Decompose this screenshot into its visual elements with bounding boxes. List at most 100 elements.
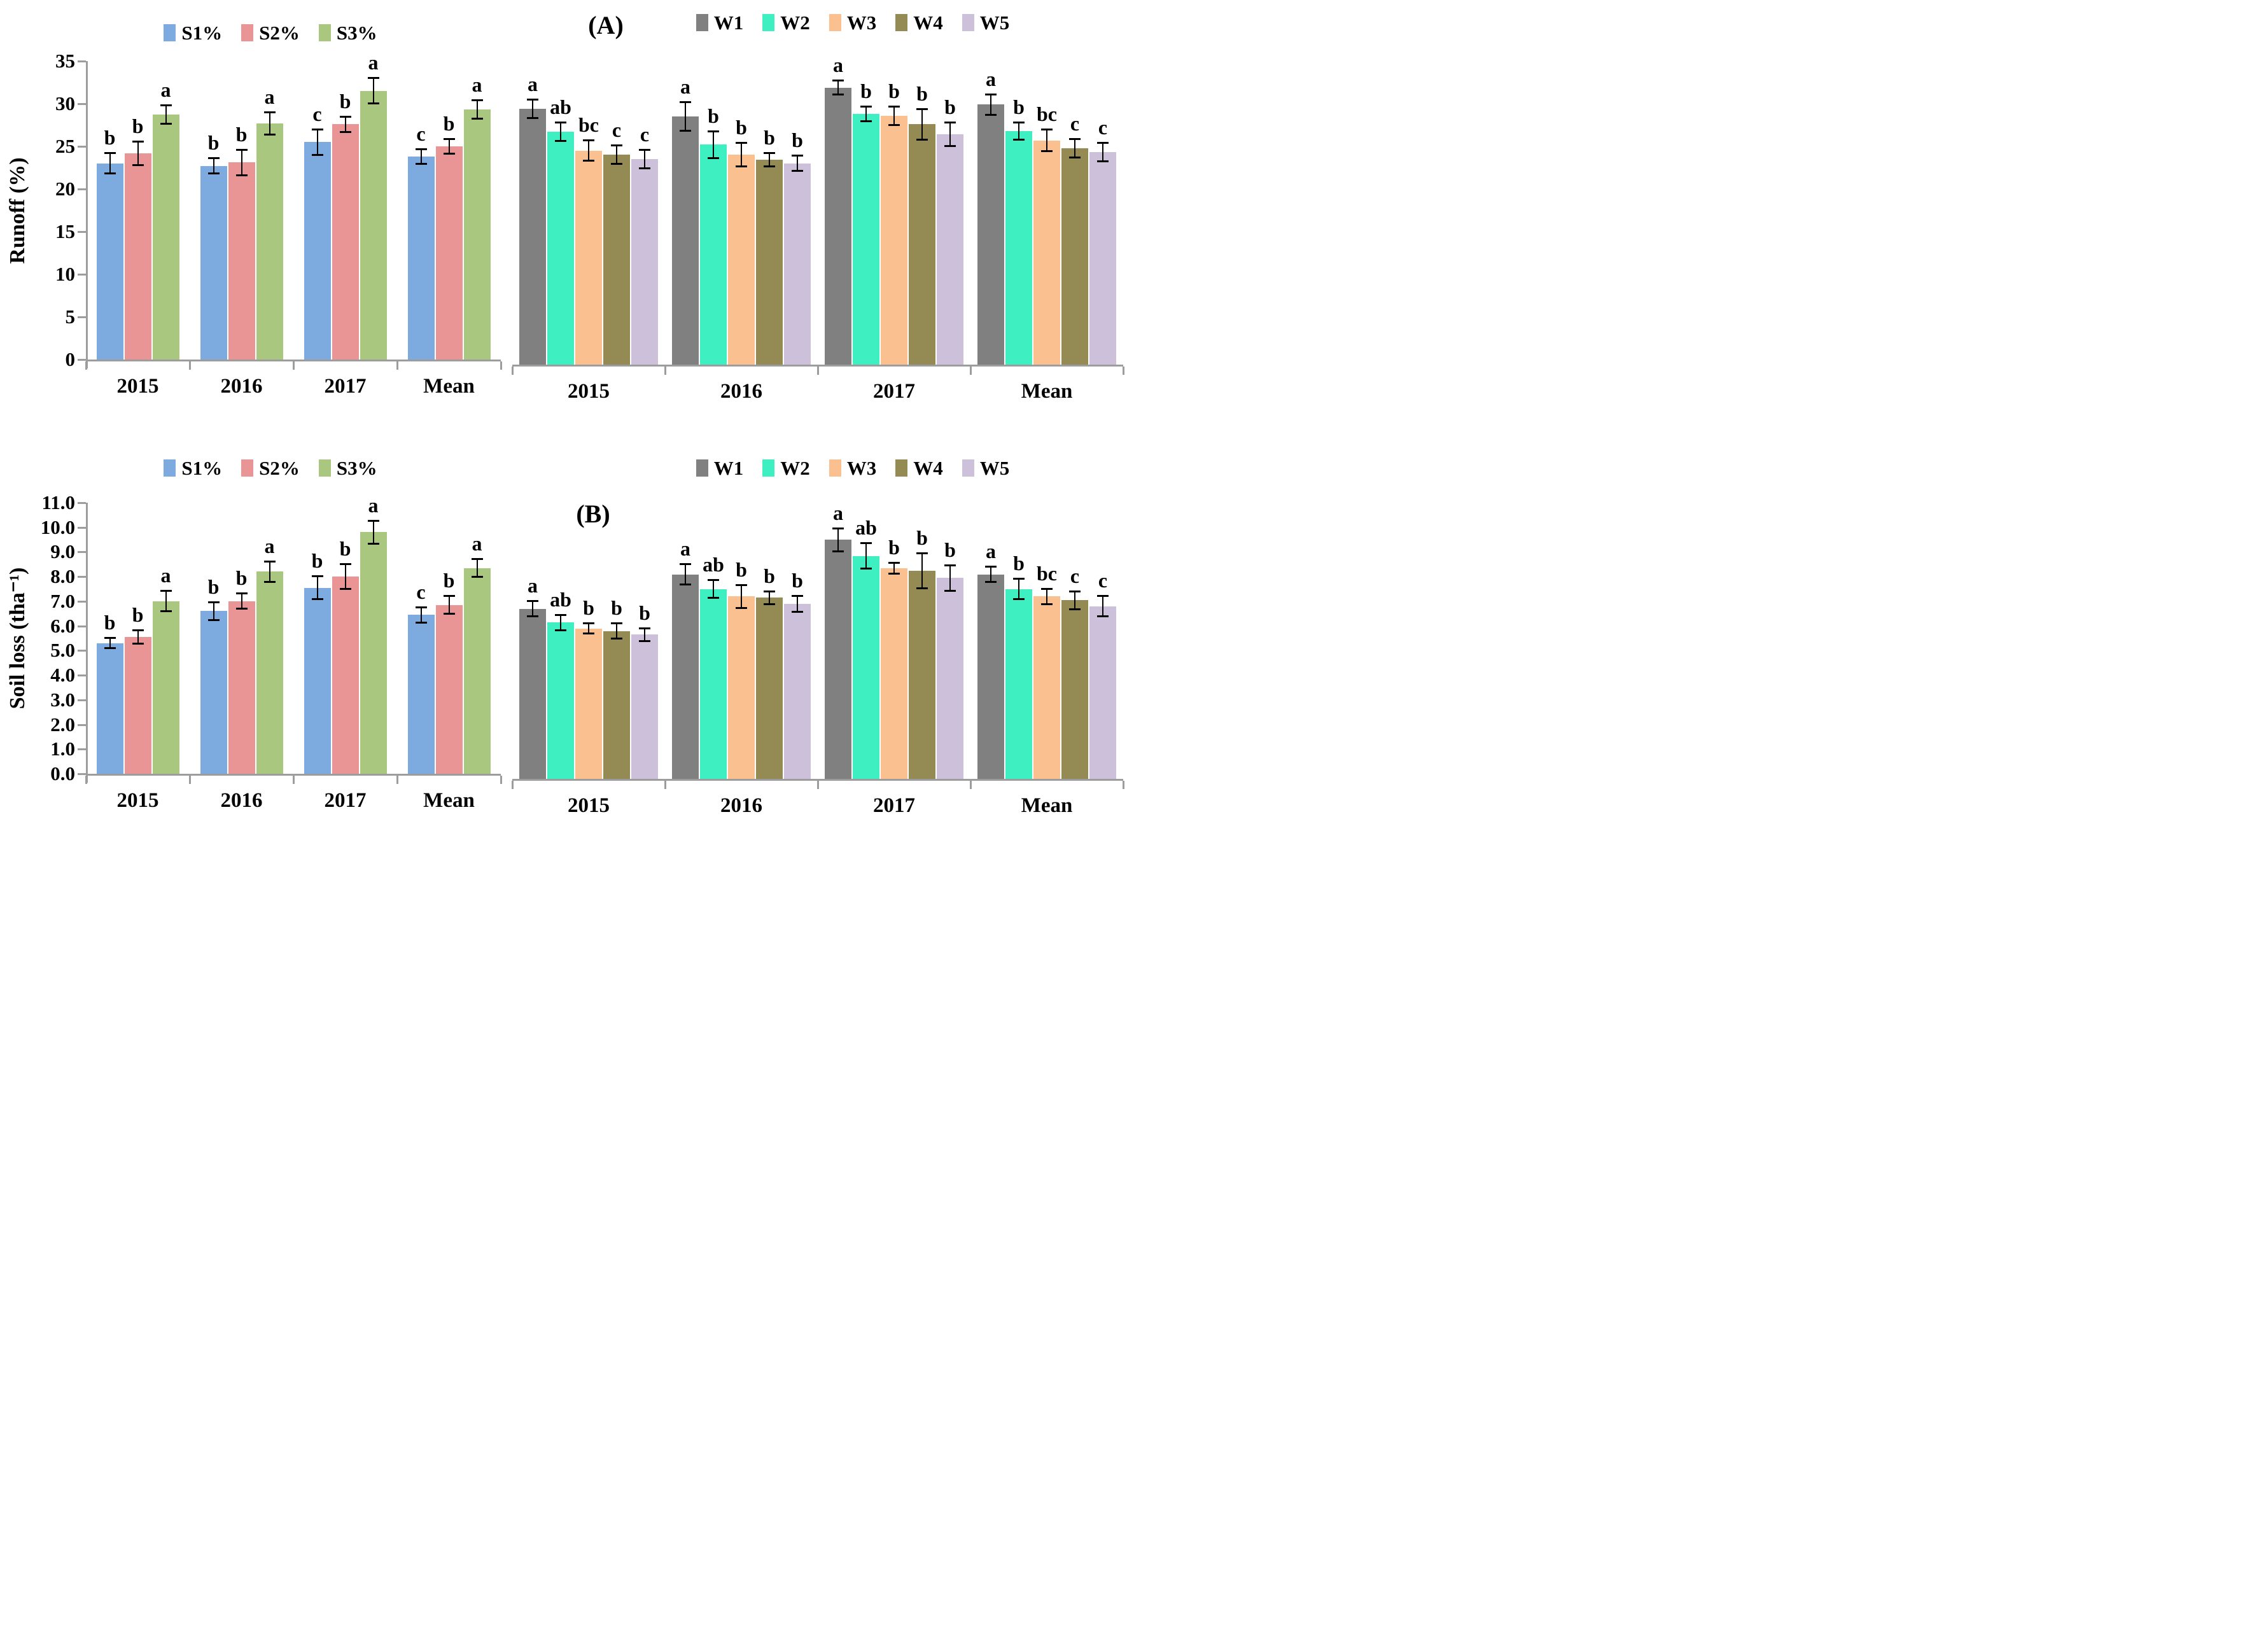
panel-a-left-legend: S1% S2% S3% bbox=[76, 23, 465, 43]
error-bar bbox=[1069, 137, 1081, 158]
bar-s1pct-mean bbox=[407, 157, 435, 360]
error-bar-cap-top bbox=[583, 622, 594, 625]
error-bar-cap-top bbox=[1013, 122, 1025, 124]
legend-item: W4 bbox=[895, 458, 943, 478]
bar-s3pct-mean bbox=[463, 109, 491, 360]
bar-w4-2015 bbox=[603, 155, 630, 365]
error-bar-cap-top bbox=[235, 149, 248, 151]
error-bar-line bbox=[921, 108, 923, 141]
error-bar bbox=[916, 108, 928, 141]
error-bar-cap-bottom bbox=[471, 576, 483, 578]
x-axis-tick-mark bbox=[512, 781, 514, 789]
error-bar bbox=[132, 140, 144, 166]
x-axis-line bbox=[512, 779, 1123, 781]
legend-item: W1 bbox=[696, 11, 744, 34]
sig-letter: b bbox=[1013, 95, 1025, 119]
error-bar bbox=[944, 564, 956, 592]
error-bar-cap-top bbox=[764, 590, 775, 592]
error-bar-line bbox=[769, 152, 770, 168]
error-bar-cap-bottom bbox=[1013, 598, 1025, 601]
error-bar-cap-bottom bbox=[736, 606, 747, 609]
error-bar bbox=[1013, 578, 1025, 601]
bar-s2pct-2016 bbox=[228, 162, 255, 360]
error-bar-line bbox=[213, 601, 214, 621]
error-bar-line bbox=[741, 584, 742, 609]
legend-label: W1 bbox=[713, 11, 744, 34]
error-bar bbox=[132, 629, 144, 645]
bar-s2pct-2017 bbox=[332, 124, 359, 360]
legend-item: W2 bbox=[762, 13, 810, 32]
legend-item: W3 bbox=[829, 13, 876, 32]
bar-w1-2015 bbox=[519, 109, 546, 365]
panel-b: (B) Soil loss (tha⁻¹) S1% S2% S3% W1 W2 W3 W4… bbox=[0, 409, 1134, 821]
sig-letter: b bbox=[311, 549, 323, 573]
error-bar-cap-bottom bbox=[944, 589, 956, 592]
sig-letter: c bbox=[640, 122, 650, 146]
error-bar-line bbox=[644, 627, 645, 643]
y-axis-tick-label: 3.0 bbox=[50, 688, 75, 711]
bar-w2-2016 bbox=[700, 589, 727, 779]
error-bar-line bbox=[990, 93, 991, 116]
sig-letter: bc bbox=[578, 113, 599, 137]
error-bar-line bbox=[448, 595, 450, 615]
error-bar-line bbox=[588, 622, 589, 635]
error-bar-cap-top bbox=[311, 575, 323, 578]
bar-w2-2016 bbox=[700, 144, 727, 365]
error-bar bbox=[367, 77, 379, 105]
error-bar-cap-top bbox=[916, 108, 928, 110]
sig-letter: a bbox=[986, 67, 996, 90]
x-axis-tick-mark bbox=[1123, 367, 1124, 375]
error-bar bbox=[1097, 595, 1109, 618]
error-bar-line bbox=[1018, 578, 1019, 601]
legend-swatch-s3pct bbox=[318, 24, 331, 41]
y-axis-tick-mark bbox=[78, 316, 86, 318]
y-axis-tick-mark bbox=[78, 188, 86, 190]
error-bar-cap-bottom bbox=[611, 163, 622, 165]
y-axis-tick-mark bbox=[78, 576, 86, 578]
error-bar-cap-top bbox=[160, 590, 172, 592]
error-bar bbox=[527, 600, 538, 618]
error-bar-line bbox=[372, 77, 374, 105]
legend-swatch-w3 bbox=[829, 459, 841, 477]
bar-s3pct-2015 bbox=[152, 115, 179, 360]
legend-label: W3 bbox=[846, 457, 877, 479]
error-bar-cap-bottom bbox=[985, 581, 997, 584]
sig-letter: a bbox=[368, 51, 379, 74]
error-bar-cap-top bbox=[443, 137, 455, 140]
legend-swatch-s2pct bbox=[241, 459, 254, 477]
error-bar bbox=[339, 115, 351, 133]
y-axis-tick-mark bbox=[78, 502, 86, 504]
error-bar-cap-top bbox=[132, 140, 144, 143]
legend-item: W4 bbox=[895, 13, 943, 32]
legend-swatch-w1 bbox=[696, 14, 708, 31]
error-bar bbox=[104, 152, 116, 175]
error-bar-line bbox=[532, 600, 533, 618]
error-bar-line bbox=[137, 140, 139, 166]
bar-w5-2016 bbox=[784, 163, 811, 365]
sig-letter: b bbox=[611, 596, 622, 620]
x-axis-category-label: 2017 bbox=[324, 375, 367, 398]
error-bar-cap-top bbox=[1041, 587, 1053, 590]
sig-letter: c bbox=[312, 102, 322, 125]
legend-label: S1% bbox=[181, 457, 223, 479]
error-bar-cap-bottom bbox=[680, 583, 691, 585]
y-axis-tick-label: 30 bbox=[55, 92, 75, 115]
bar-s1pct-mean bbox=[407, 615, 435, 774]
y-axis-tick-label: 35 bbox=[55, 50, 75, 72]
error-bar-line bbox=[713, 130, 714, 160]
sig-letter: b bbox=[104, 126, 116, 150]
error-bar-cap-bottom bbox=[132, 642, 144, 645]
error-bar-line bbox=[316, 575, 318, 600]
sig-letter: ab bbox=[550, 587, 571, 611]
sig-letter: a bbox=[472, 73, 482, 97]
legend-item: W2 bbox=[762, 458, 810, 478]
error-bar-cap-top bbox=[832, 80, 844, 82]
error-bar bbox=[708, 579, 719, 599]
error-bar bbox=[583, 622, 594, 635]
x-axis-category-label: 2016 bbox=[220, 789, 263, 812]
error-bar bbox=[944, 122, 956, 148]
error-bar-cap-bottom bbox=[555, 629, 566, 631]
error-bar-line bbox=[1018, 122, 1019, 141]
error-bar-cap-bottom bbox=[207, 172, 220, 175]
bar-w1-2017 bbox=[825, 540, 851, 779]
